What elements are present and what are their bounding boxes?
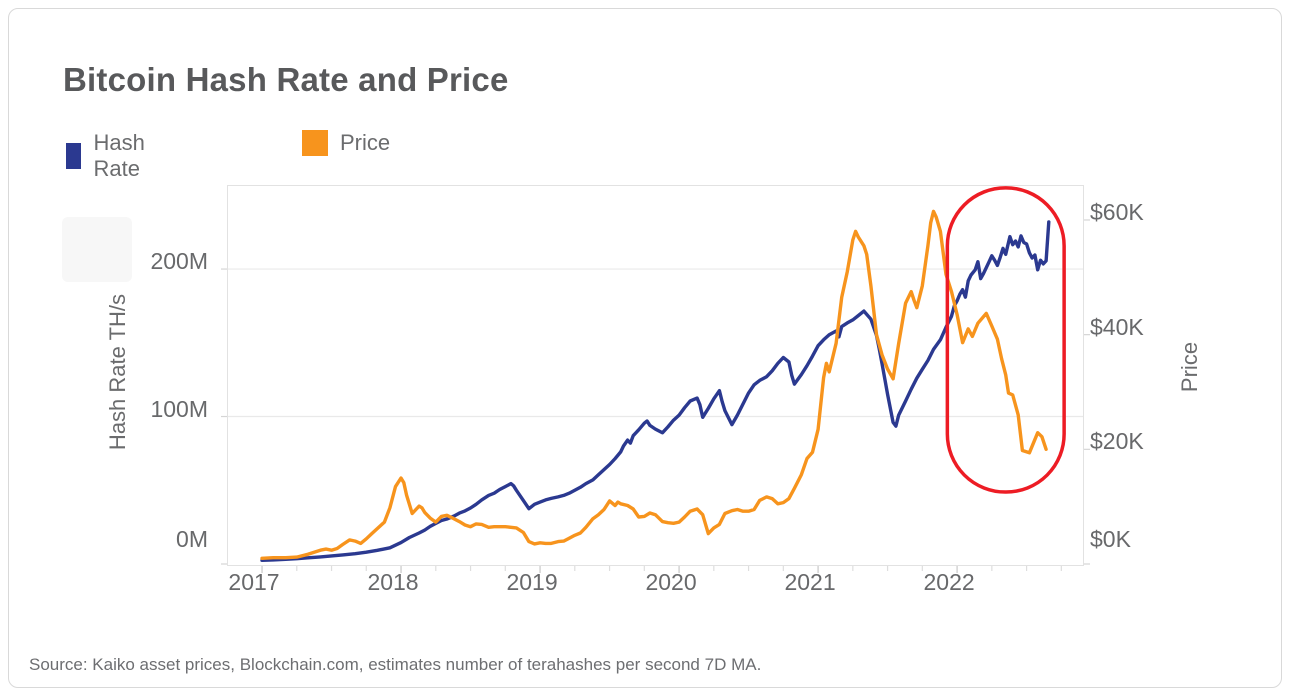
plot-border: [227, 185, 1084, 566]
plot-area: [221, 185, 1090, 573]
chart-card: Bitcoin Hash Rate and Price Hash Rate Pr…: [8, 8, 1282, 688]
hash-rate-line: [260, 220, 1051, 562]
hash-rate-legend-label: Hash Rate: [93, 130, 145, 181]
legend-item-hash-rate: Hash Rate: [66, 130, 155, 182]
x-tick-label: 2019: [506, 569, 558, 595]
highlight-ellipse: [945, 186, 1066, 494]
x-tick-label: 2020: [645, 569, 697, 595]
x-tick-label: 2022: [923, 569, 975, 595]
x-tick-label: 2018: [367, 569, 419, 595]
price-legend-swatch: [302, 130, 328, 156]
watermark-artifact: [62, 217, 132, 282]
source-note: Source: Kaiko asset prices, Blockchain.c…: [29, 655, 762, 674]
y-right-tick-label: $20K: [1090, 428, 1144, 455]
chart-title: Bitcoin Hash Rate and Price: [63, 61, 509, 98]
chart-canvas: [221, 185, 1090, 573]
x-tick-label: 2017: [228, 569, 280, 595]
y-left-tick-label: 100M: [150, 395, 208, 422]
y-left-axis-title: Hash Rate TH/s: [105, 293, 130, 451]
y-right-axis-title: Price: [1177, 341, 1202, 393]
y-right-tick-label: $60K: [1090, 198, 1144, 225]
y-right-tick-label: $0K: [1090, 526, 1131, 552]
legend-item-price: Price: [302, 130, 390, 156]
price-line: [260, 209, 1048, 560]
y-left-tick-label: 200M: [150, 248, 208, 275]
y-right-tick-label: $40K: [1090, 313, 1144, 340]
x-tick-label: 2021: [784, 569, 836, 595]
hash-rate-legend-swatch: [66, 143, 82, 169]
y-left-tick-label: 0M: [176, 526, 208, 552]
price-legend-label: Price: [340, 130, 391, 155]
